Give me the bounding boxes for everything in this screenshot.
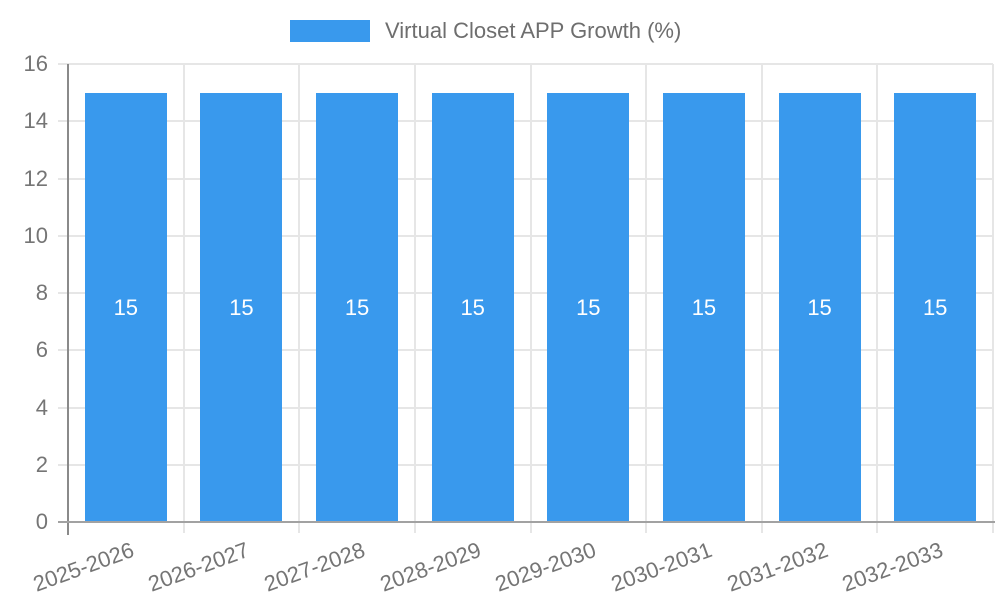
bar[interactable]: 15 bbox=[662, 93, 745, 522]
y-axis-tick bbox=[58, 234, 68, 237]
x-axis-category-label: 2031-2032 bbox=[723, 537, 831, 597]
bar-value-label: 15 bbox=[344, 294, 370, 320]
x-axis-baseline bbox=[58, 521, 995, 523]
gridline-vertical bbox=[298, 64, 301, 533]
gridline-vertical bbox=[992, 64, 994, 533]
y-axis-tick-label: 4 bbox=[35, 394, 48, 420]
bar[interactable]: 15 bbox=[778, 93, 861, 522]
bar-value-label: 15 bbox=[807, 294, 832, 320]
gridline-vertical bbox=[876, 64, 879, 533]
gridline-vertical bbox=[413, 64, 416, 533]
gridline-vertical bbox=[529, 64, 532, 533]
y-axis-tick-label: 8 bbox=[35, 280, 48, 305]
bar-value-label: 15 bbox=[576, 294, 601, 320]
y-axis-tick bbox=[58, 63, 68, 65]
y-axis-tick bbox=[58, 349, 68, 352]
y-axis-tick bbox=[58, 177, 68, 180]
y-axis-line bbox=[67, 64, 69, 535]
chart-legend: Virtual Closet APP Growth (%) bbox=[290, 18, 681, 44]
x-axis-category-label: 2027-2028 bbox=[260, 537, 369, 597]
y-axis-tick bbox=[58, 120, 68, 123]
y-axis-tick-label: 14 bbox=[23, 108, 48, 134]
bar[interactable]: 15 bbox=[316, 93, 399, 522]
gridline-vertical bbox=[182, 64, 185, 533]
bar-value-label: 15 bbox=[460, 294, 485, 320]
x-axis-category-label: 2030-2031 bbox=[607, 537, 716, 597]
y-axis-tick-label: 10 bbox=[23, 222, 48, 248]
gridline-vertical bbox=[645, 64, 648, 533]
bar-value-label: 15 bbox=[691, 294, 717, 320]
bar[interactable]: 15 bbox=[431, 93, 514, 522]
y-axis-tick bbox=[58, 463, 68, 466]
x-axis-category-label: 2032-2033 bbox=[838, 537, 947, 597]
y-axis-tick-label: 2 bbox=[35, 451, 48, 477]
x-axis-category-label: 2028-2029 bbox=[376, 537, 484, 597]
y-axis-tick-label: 16 bbox=[23, 51, 48, 76]
bar[interactable]: 15 bbox=[894, 93, 977, 522]
bar-value-label: 15 bbox=[229, 294, 254, 320]
legend-label: Virtual Closet APP Growth (%) bbox=[385, 18, 682, 43]
y-axis-tick-label: 12 bbox=[23, 165, 48, 191]
y-axis-tick bbox=[58, 292, 68, 294]
legend-swatch bbox=[290, 20, 370, 42]
y-axis-tick bbox=[58, 406, 68, 409]
bar[interactable]: 15 bbox=[84, 93, 167, 522]
bar[interactable]: 15 bbox=[200, 93, 283, 522]
y-axis-tick-label: 6 bbox=[35, 337, 48, 363]
plot-area: 0 2 4 6 8 10 12 14 16 15 15 15 15 15 15 15 15 2025-2026 20… bbox=[24, 51, 995, 597]
bar[interactable]: 15 bbox=[547, 93, 630, 522]
gridline-vertical bbox=[760, 64, 763, 533]
x-axis-category-label: 2026-2027 bbox=[145, 537, 253, 597]
x-axis-category-label: 2029-2030 bbox=[492, 537, 600, 597]
bar-value-label: 15 bbox=[113, 294, 139, 320]
y-axis-tick-label: 0 bbox=[35, 509, 48, 534]
x-axis-category-label: 2025-2026 bbox=[29, 537, 138, 597]
bar-value-label: 15 bbox=[922, 294, 948, 320]
